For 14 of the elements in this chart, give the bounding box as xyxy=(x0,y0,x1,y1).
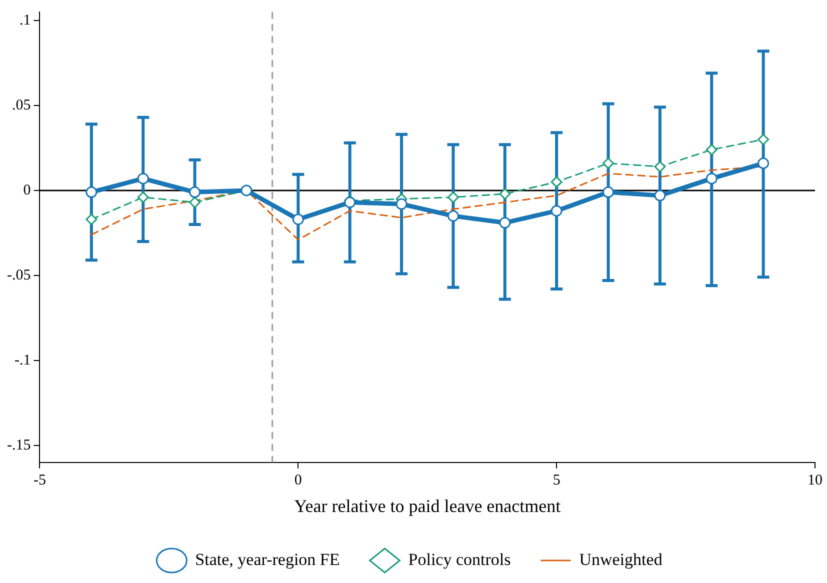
x-axis-title: Year relative to paid leave enactment xyxy=(294,496,561,516)
legend-label: Policy controls xyxy=(408,550,511,569)
y-tick-label: .1 xyxy=(19,12,31,28)
legend-label: Unweighted xyxy=(579,550,663,569)
x-tick-label: 10 xyxy=(808,472,822,488)
x-tick-label: 5 xyxy=(552,472,560,488)
x-tick-label: 0 xyxy=(294,472,302,488)
x-tick-label: -5 xyxy=(33,472,46,488)
y-tick-label: 0 xyxy=(23,182,31,198)
y-tick-label: -.15 xyxy=(6,437,31,454)
y-tick-label: -.1 xyxy=(14,352,31,368)
y-tick-label: -.05 xyxy=(6,267,31,284)
legend-label: State, year-region FE xyxy=(195,550,340,569)
y-tick-label: .05 xyxy=(12,97,31,114)
